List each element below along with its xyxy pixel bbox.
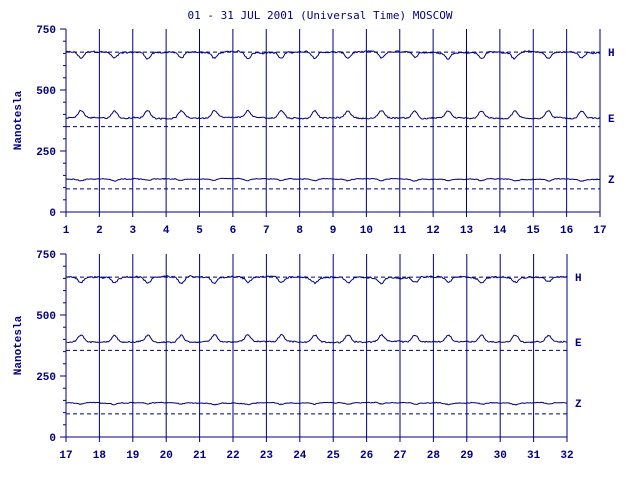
x-tick-label: 21 [193,450,207,462]
y-tick-label: 250 [36,147,56,159]
series-line-z [65,177,601,182]
x-tick-label: 17 [593,225,606,237]
y-tick-label: 0 [49,433,56,445]
x-tick-label: 23 [260,450,274,462]
x-tick-label: 9 [330,225,337,237]
x-tick-label: 15 [527,225,541,237]
y-tick-label: 750 [36,250,56,262]
series-label-e: E [608,114,615,126]
x-tick-label: 2 [96,225,103,237]
y-tick-label: 0 [49,208,56,220]
x-tick-label: 26 [360,450,373,462]
series-line-e [65,109,601,121]
x-tick-label: 18 [93,450,107,462]
x-tick-label: 29 [460,450,473,462]
series-label-e: E [575,338,582,350]
x-tick-label: 27 [393,450,406,462]
chart-title: 01 - 31 JUL 2001 (Universal Time) MOSCOW [187,9,453,22]
x-tick-label: 22 [226,450,239,462]
x-tick-label: 19 [126,450,139,462]
x-tick-label: 25 [327,450,341,462]
y-axis-label: Nanotesla [13,90,25,150]
x-tick-label: 14 [493,225,507,237]
x-tick-label: 7 [263,225,270,237]
x-tick-label: 30 [494,450,507,462]
series-line-h [65,50,601,60]
x-tick-label: 3 [129,225,136,237]
x-tick-label: 8 [296,225,303,237]
series-label-h: H [575,273,582,285]
x-tick-label: 32 [560,450,573,462]
x-tick-label: 17 [59,450,72,462]
x-tick-label: 13 [460,225,474,237]
y-tick-label: 750 [36,25,56,37]
y-axis-label: Nanotesla [13,315,25,375]
x-tick-label: 16 [560,225,573,237]
series-label-z: Z [608,175,615,187]
x-tick-label: 6 [230,225,237,237]
x-tick-label: 12 [427,225,440,237]
series-line-e [65,333,567,344]
y-tick-label: 500 [36,86,56,98]
x-tick-label: 31 [527,450,541,462]
x-tick-label: 11 [393,225,407,237]
y-tick-label: 250 [36,372,56,384]
x-tick-label: 5 [196,225,203,237]
series-line-z [66,401,568,406]
series-line-h [65,275,568,285]
x-tick-label: 20 [160,450,173,462]
x-tick-label: 1 [63,225,70,237]
x-tick-label: 10 [360,225,373,237]
series-label-h: H [608,48,615,60]
x-tick-label: 4 [163,225,170,237]
y-tick-label: 500 [36,311,56,323]
x-tick-label: 28 [427,450,441,462]
x-tick-label: 24 [293,450,307,462]
series-label-z: Z [575,399,582,411]
